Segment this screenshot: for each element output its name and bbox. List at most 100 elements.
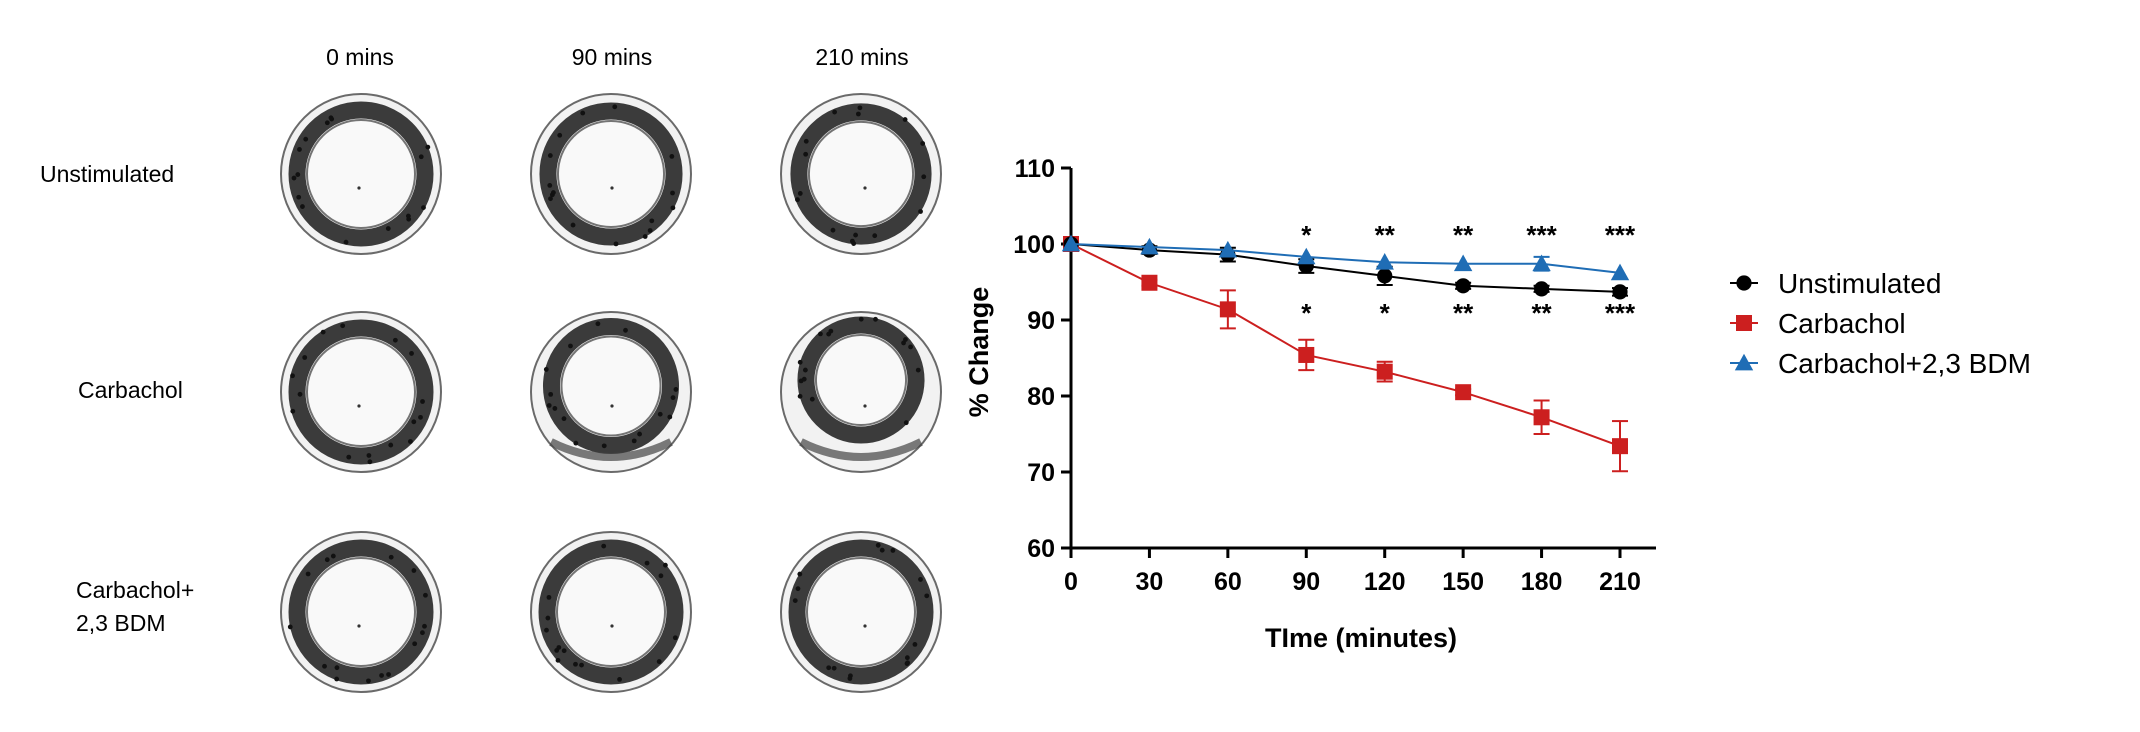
bead-dot [673, 387, 679, 392]
bead-dot [303, 136, 309, 142]
y-tick-label: 80 [1027, 383, 1055, 411]
tissue-ring [542, 317, 680, 455]
bead-dot [290, 373, 295, 379]
bead-dot [797, 393, 803, 399]
bead-dot [406, 216, 412, 222]
data-point [1297, 247, 1316, 265]
well-image [780, 311, 942, 473]
bead-dot [386, 672, 391, 677]
bead-dot [801, 376, 807, 382]
significance-annotations: * ** ** *** **** * ** ** *** [1301, 220, 1636, 328]
bead-dot [556, 645, 562, 650]
bead-dot [409, 351, 414, 356]
bead-dot [547, 182, 553, 188]
significance-star-lower: ** [1453, 298, 1474, 328]
bead-dot [831, 665, 837, 671]
center-dot [863, 404, 867, 408]
data-point [1061, 234, 1081, 252]
bead-dot [302, 355, 308, 360]
lower-rim-shadow [549, 438, 673, 461]
bead-dot [552, 406, 558, 411]
data-point [1141, 274, 1158, 291]
bead-dot [420, 399, 425, 404]
bead-dot [366, 453, 372, 458]
x-tick-label: 60 [1214, 568, 1242, 596]
ring-inner-edge [306, 119, 416, 229]
bead-dot [904, 655, 910, 661]
y-tick-label: 110 [1015, 155, 1055, 183]
series-line [1070, 243, 1621, 274]
bead-dot [421, 205, 426, 211]
bead-dot [544, 627, 549, 633]
significance-star-lower: * [1380, 298, 1391, 328]
tissue-ring [538, 539, 684, 685]
x-tick-label: 180 [1521, 568, 1563, 596]
bead-dot [915, 367, 921, 373]
tissue-ring [288, 319, 434, 465]
data-point [1533, 281, 1550, 297]
bead-dot [334, 665, 340, 671]
ring-inner-edge [306, 337, 416, 447]
bead-dot [667, 414, 673, 420]
bead-dot [818, 331, 823, 337]
bead-dot [642, 234, 648, 239]
data-point [1610, 263, 1630, 281]
well-image [280, 311, 442, 473]
well-image [530, 311, 692, 473]
bead-dot [826, 331, 832, 337]
well-image [780, 93, 942, 255]
bead-dot [328, 115, 334, 121]
bead-dot [305, 571, 311, 577]
x-tick-label: 30 [1136, 568, 1164, 596]
y-tick-label: 90 [1027, 307, 1055, 335]
row-label-line: Carbachol+ [76, 577, 195, 603]
bead-dot [346, 454, 352, 460]
significance-star-lower: ** [1531, 298, 1552, 328]
center-dot [863, 186, 867, 190]
row-label-unstimulated: Unstimulated [40, 158, 174, 191]
bead-dot [879, 547, 885, 553]
center-dot [610, 186, 614, 190]
bead-dot [601, 543, 607, 549]
bead-dot [385, 226, 391, 231]
bead-dot [580, 110, 586, 116]
row-label-line: Carbachol [78, 377, 183, 403]
bead-dot [670, 395, 676, 401]
bead-dot [851, 241, 857, 246]
data-point [1298, 346, 1315, 363]
bead-dot [573, 661, 578, 667]
bead-dot [379, 673, 384, 678]
x-tick-label: 210 [1599, 568, 1641, 596]
series-line [1070, 243, 1621, 293]
well-image [530, 531, 692, 693]
bead-dot [366, 678, 371, 684]
bead-dot [408, 439, 413, 444]
bead-dot [557, 132, 563, 138]
bead-dot [392, 337, 398, 343]
data-point [1453, 254, 1473, 272]
bead-dot [795, 586, 801, 592]
bead-dot [411, 568, 417, 573]
tissue-ring [788, 539, 934, 685]
bead-dot [324, 557, 330, 563]
bead-dot [561, 648, 567, 654]
bead-dot [670, 205, 676, 211]
bead-dot [555, 657, 561, 663]
significance-star-upper: *** [1605, 220, 1636, 250]
bead-dot [570, 222, 576, 228]
bead-dot [672, 635, 678, 641]
bead-dot [297, 147, 302, 152]
bead-dot [573, 440, 579, 446]
bead-dot [561, 416, 567, 422]
legend-label: Unstimulated [1778, 268, 1941, 299]
bead-dot [412, 641, 418, 647]
data-point [1375, 253, 1394, 270]
center-dot [610, 404, 614, 408]
bead-dot [297, 391, 303, 397]
bead-dot [548, 391, 554, 397]
tissue-ring [288, 539, 434, 685]
bead-dot [334, 676, 340, 682]
bead-dot [912, 642, 918, 647]
bead-dot [802, 367, 808, 373]
bead-dot [797, 359, 803, 365]
